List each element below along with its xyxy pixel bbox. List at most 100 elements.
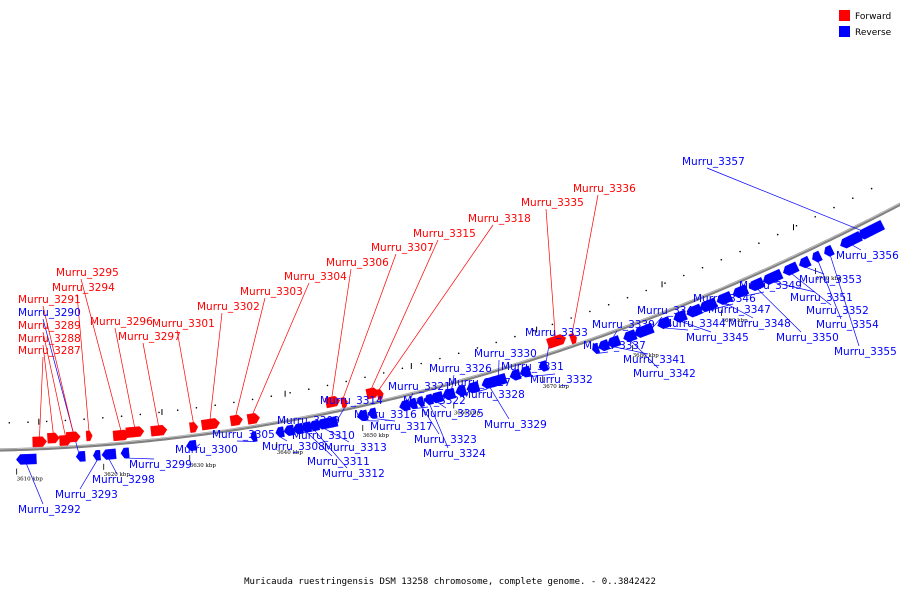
gene-label[interactable]: Murru_3305 [212,429,275,441]
gene-label[interactable]: Murru_3330 [474,348,537,360]
gene-label[interactable]: Murru_3327 [448,377,511,389]
gene-arrow[interactable] [408,397,418,410]
gene-arrow[interactable] [200,418,220,431]
gene-label[interactable]: Murru_3343 [637,305,700,317]
gene-label[interactable]: Murru_3325 [421,408,484,420]
gene-arrow[interactable] [634,322,655,338]
gene-arrow[interactable] [762,268,784,285]
gene-arrow[interactable] [65,431,81,443]
gene-arrow[interactable] [47,432,60,444]
gene-arrow[interactable] [75,450,86,462]
gene-label[interactable]: Murru_3332 [530,374,593,386]
gene-label[interactable]: Murru_3341 [623,354,686,366]
gene-arrow[interactable] [858,219,886,240]
gene-arrow[interactable] [798,255,812,269]
gene-label[interactable]: Murru_3336 [573,183,636,195]
gene-arrow[interactable] [101,448,117,460]
gene-arrow[interactable] [455,384,468,397]
gene-label[interactable]: Murru_3303 [240,286,303,298]
gene-label[interactable]: Murru_3352 [806,305,869,317]
gene-arrow[interactable] [92,449,101,461]
gene-arrow[interactable] [607,335,622,349]
gene-arrow[interactable] [376,388,384,401]
gene-label[interactable]: Murru_3314 [320,395,383,407]
gene-label[interactable]: Murru_3316 [354,409,417,421]
gene-label[interactable]: Murru_3289 [18,320,81,332]
gene-arrow[interactable] [812,250,823,263]
gene-label[interactable]: Murru_3322 [403,395,466,407]
gene-arrow[interactable] [229,414,243,427]
gene-label[interactable]: Murru_3355 [834,346,897,358]
gene-label[interactable]: Murru_3290 [18,307,81,319]
gene-label[interactable]: Murru_3339 [592,319,655,331]
gene-arrow[interactable] [32,436,47,448]
gene-arrow[interactable] [519,365,532,378]
gene-label[interactable]: Murru_3354 [816,319,879,331]
gene-label[interactable]: Murru_3347 [708,304,771,316]
gene-arrow[interactable] [546,334,567,349]
gene-label[interactable]: Murru_3313 [324,442,387,454]
gene-label[interactable]: Murru_3342 [633,368,696,380]
gene-label[interactable]: Murru_3304 [284,271,347,283]
gene-label[interactable]: Murru_3323 [414,434,477,446]
gene-arrow[interactable] [185,439,198,452]
gene-arrow[interactable] [356,409,369,422]
gene-label[interactable]: Murru_3346 [693,293,756,305]
gene-label[interactable]: Murru_3309 [277,415,340,427]
gene-arrow[interactable] [417,396,425,408]
gene-label[interactable]: Murru_3310 [292,430,355,442]
gene-arrow[interactable] [732,284,750,299]
gene-label[interactable]: Murru_3333 [525,327,588,339]
gene-label[interactable]: Murru_3307 [371,242,434,254]
gene-arrow[interactable] [782,261,800,276]
gene-label[interactable]: Murru_3335 [521,197,584,209]
gene-arrow[interactable] [538,360,549,372]
gene-label[interactable]: Murru_3331 [501,361,564,373]
gene-arrow[interactable] [120,447,130,459]
gene-label[interactable]: Murru_3350 [776,332,839,344]
gene-label[interactable]: Murru_3312 [322,468,385,480]
gene-arrow[interactable] [824,244,835,257]
gene-arrow[interactable] [340,397,348,409]
gene-label[interactable]: Murru_3308 [262,441,325,453]
gene-arrow[interactable] [85,430,93,442]
gene-label[interactable]: Murru_3328 [462,389,525,401]
gene-arrow[interactable] [487,373,508,388]
gene-label[interactable]: Murru_3306 [326,257,389,269]
gene-label[interactable]: Murru_3337 [583,340,646,352]
gene-label[interactable]: Murru_3356 [836,250,899,262]
gene-label[interactable]: Murru_3351 [790,292,853,304]
gene-label[interactable]: Murru_3301 [152,318,215,330]
gene-label[interactable]: Murru_3299 [129,459,192,471]
gene-label[interactable]: Murru_3344 [663,318,726,330]
gene-label[interactable]: Murru_3324 [423,448,486,460]
gene-arrow[interactable] [150,424,168,437]
gene-label[interactable]: Murru_3297 [118,331,181,343]
gene-label[interactable]: Murru_3288 [18,333,81,345]
gene-arrow[interactable] [568,333,577,345]
gene-label[interactable]: Murru_3329 [484,419,547,431]
gene-arrow[interactable] [275,426,285,438]
gene-label[interactable]: Murru_3292 [18,504,81,516]
gene-label[interactable]: Murru_3293 [55,489,118,501]
gene-label[interactable]: Murru_3311 [307,456,370,468]
gene-arrow[interactable] [466,381,481,394]
gene-label[interactable]: Murru_3348 [728,318,791,330]
gene-arrow[interactable] [246,412,260,425]
gene-label[interactable]: Murru_3317 [370,421,433,433]
gene-label[interactable]: Murru_3294 [52,282,115,294]
gene-label[interactable]: Murru_3291 [18,294,81,306]
gene-label[interactable]: Murru_3287 [18,345,81,357]
gene-arrow[interactable] [699,297,719,313]
gene-label[interactable]: Murru_3321 [388,381,451,393]
gene-label[interactable]: Murru_3300 [175,444,238,456]
gene-label[interactable]: Murru_3302 [197,301,260,313]
gene-label[interactable]: Murru_3298 [92,474,155,486]
gene-label[interactable]: Murru_3318 [468,213,531,225]
gene-label[interactable]: Murru_3349 [739,280,802,292]
gene-arrow[interactable] [673,309,688,323]
gene-arrow[interactable] [367,407,378,419]
gene-arrow[interactable] [326,416,339,428]
gene-arrow[interactable] [125,426,145,439]
gene-arrow[interactable] [16,453,37,465]
